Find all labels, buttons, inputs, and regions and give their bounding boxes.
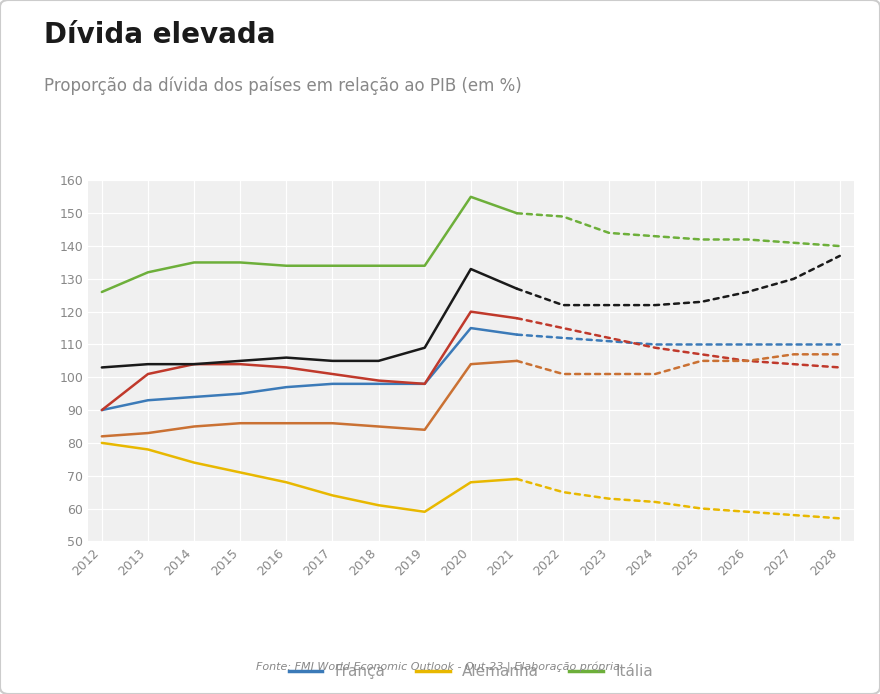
Text: Proporção da dívida dos países em relação ao PIB (em %): Proporção da dívida dos países em relaçã… (44, 76, 522, 95)
Text: Fonte: FMI World Economic Outlook - Out-23 | Elaboração própria.: Fonte: FMI World Economic Outlook - Out-… (256, 662, 624, 673)
Text: Dívida elevada: Dívida elevada (44, 21, 275, 49)
